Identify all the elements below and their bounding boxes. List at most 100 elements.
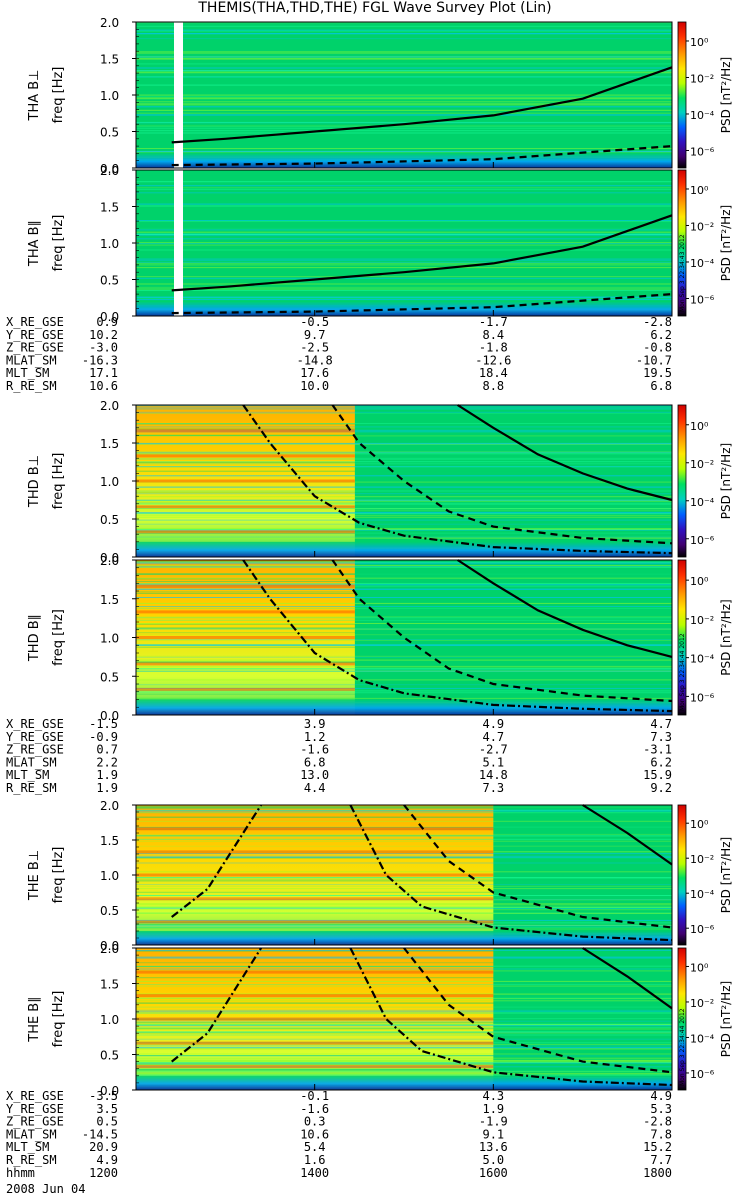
y-tick-label: 1.5	[100, 201, 119, 215]
ephemeris-label: X_RE_GSE	[6, 717, 64, 731]
texture-stripe	[136, 826, 672, 828]
harmonic-line	[136, 1041, 494, 1045]
texture-stripe	[136, 566, 672, 567]
texture-stripe	[136, 1047, 672, 1049]
colorbar	[677, 804, 687, 946]
texture-stripe	[136, 687, 672, 689]
texture-stripe	[136, 453, 672, 455]
texture-stripe	[136, 1025, 672, 1027]
texture-stripe	[136, 423, 672, 424]
texture-stripe	[136, 810, 672, 812]
texture-stripe	[136, 150, 672, 152]
texture-stripe	[136, 1070, 672, 1072]
ephemeris-value: 4.7	[482, 730, 504, 744]
texture-stripe	[136, 276, 672, 278]
texture-stripe	[136, 486, 672, 488]
ephemeris-value: 8.8	[482, 379, 504, 393]
texture-stripe	[136, 502, 672, 504]
texture-stripe	[136, 1006, 672, 1008]
texture-stripe	[136, 1062, 672, 1064]
texture-stripe	[136, 508, 672, 510]
texture-stripe	[136, 426, 672, 428]
harmonic-line	[136, 827, 494, 831]
colorbar-label: PSD [nT²/Hz]	[719, 57, 733, 133]
ephemeris-value: 13.0	[300, 768, 329, 782]
harmonic-line	[136, 610, 355, 614]
texture-stripe	[136, 512, 672, 514]
y-axis-label: freq [Hz]	[51, 453, 66, 510]
texture-stripe	[136, 888, 672, 890]
texture-stripe	[136, 228, 672, 229]
texture-stripe	[136, 628, 672, 630]
texture-stripe	[136, 668, 672, 669]
texture-stripe	[136, 907, 672, 909]
texture-stripe	[136, 187, 672, 189]
texture-stripe	[136, 965, 672, 967]
colorbar-tick-label: 10⁻⁶	[690, 534, 715, 547]
texture-stripe	[136, 104, 672, 106]
gyrofrequency-curve	[331, 559, 673, 703]
gyrofrequency-curve	[171, 66, 673, 144]
gyrofrequency-curve	[171, 214, 673, 292]
texture-stripe	[136, 287, 672, 289]
ephemeris-value: 1.9	[96, 781, 118, 795]
texture-stripe	[136, 980, 672, 982]
texture-stripe	[136, 809, 672, 811]
ephemeris-value: 4.9	[96, 1153, 118, 1167]
ephemeris-label: Z_RE_GSE	[6, 743, 64, 757]
texture-stripe	[136, 1011, 672, 1013]
texture-stripe	[136, 93, 672, 95]
gyrofrequency-curve	[582, 947, 673, 1010]
texture-stripe	[136, 536, 672, 538]
texture-stripe	[136, 84, 672, 86]
texture-stripe	[136, 198, 672, 200]
texture-stripe	[136, 275, 672, 277]
ephemeris-value: 20.9	[89, 1140, 118, 1154]
texture-stripe	[136, 879, 672, 881]
ephemeris-label: MLT_SM	[6, 768, 49, 782]
texture-stripe	[136, 1048, 672, 1050]
gyrofrequency-curve	[171, 145, 673, 167]
texture-stripe	[136, 966, 672, 968]
texture-stripe	[136, 519, 672, 521]
low-frequency-band	[136, 931, 672, 945]
ephemeris-value: 1.9	[482, 1102, 504, 1116]
texture-stripe	[136, 206, 672, 208]
ephemeris-value: -2.8	[643, 1115, 672, 1129]
texture-stripe	[136, 486, 672, 488]
ephemeris-value: -1.6	[300, 1102, 329, 1116]
texture-stripe	[136, 244, 672, 246]
colorbar-tick-label: 10⁰	[690, 818, 709, 831]
texture-stripe	[136, 928, 672, 930]
texture-stripe	[136, 451, 672, 453]
y-axis-probe-label: THE B∥	[27, 996, 42, 1042]
texture-stripe	[136, 215, 672, 217]
texture-stripe	[136, 1074, 672, 1076]
texture-stripe	[136, 25, 672, 27]
ephemeris-label: MLT_SM	[6, 1140, 49, 1154]
texture-stripe	[136, 63, 672, 65]
harmonic-line	[136, 479, 355, 483]
texture-stripe	[136, 242, 672, 244]
gyrofrequency-curve	[457, 404, 673, 502]
texture-stripe	[136, 516, 672, 518]
ephemeris-value: 6.2	[650, 755, 672, 769]
texture-stripe	[136, 442, 672, 444]
texture-stripe	[136, 428, 672, 430]
harmonic-line	[136, 897, 494, 901]
texture-stripe	[136, 462, 672, 464]
texture-stripe	[136, 880, 672, 882]
texture-stripe	[136, 670, 672, 672]
texture-stripe	[136, 203, 672, 205]
harmonic-line	[136, 920, 494, 924]
texture-stripe	[136, 537, 672, 539]
texture-stripe	[136, 103, 672, 105]
texture-stripe	[136, 94, 672, 96]
gyrofrequency-curve	[403, 804, 673, 929]
texture-stripe	[136, 1060, 672, 1062]
texture-stripe	[136, 76, 672, 78]
texture-stripe	[136, 296, 672, 298]
y-tick-label: 2.0	[100, 16, 119, 30]
ephemeris-value: 2.2	[96, 755, 118, 769]
harmonic-line	[136, 530, 355, 534]
